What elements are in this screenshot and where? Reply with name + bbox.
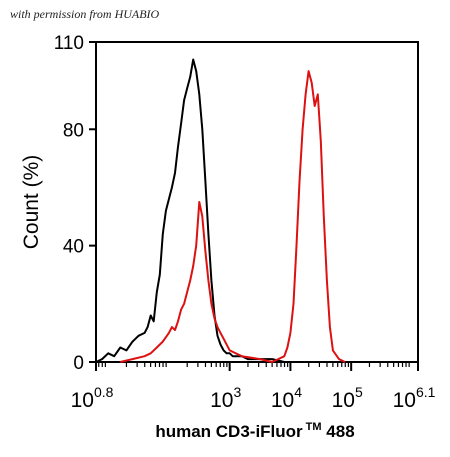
x-tick-label: 103 [210,384,241,412]
x-axis-ticks: 100.8 103 104 105 106.1 [71,362,436,412]
y-tick-label: 0 [73,353,84,374]
x-tick-label: 106.1 [393,384,436,412]
x-axis-title-main: human CD3-iFluor [155,422,303,441]
y-tick-label: 40 [63,237,84,258]
plot-frame [95,41,419,363]
y-axis-title: Count (%) [20,155,43,250]
histogram-line-black [95,58,309,363]
histogram-line-red [120,70,346,363]
y-tick-label: 110 [54,33,84,54]
x-tick-label: 100.8 [71,384,114,412]
y-tick-label: 80 [63,120,84,141]
x-axis-title-suffix: 488 [322,422,355,441]
watermark: with permission from HUABIO [10,7,160,21]
x-axis-title-sup: TM [306,421,322,433]
y-axis-ticks: 0 40 80 110 [54,33,96,374]
x-axis-title: human CD3-iFluor TM 488 [155,421,354,441]
histogram-series [95,58,346,363]
x-tick-label: 105 [332,384,363,412]
x-tick-label: 104 [271,384,302,412]
